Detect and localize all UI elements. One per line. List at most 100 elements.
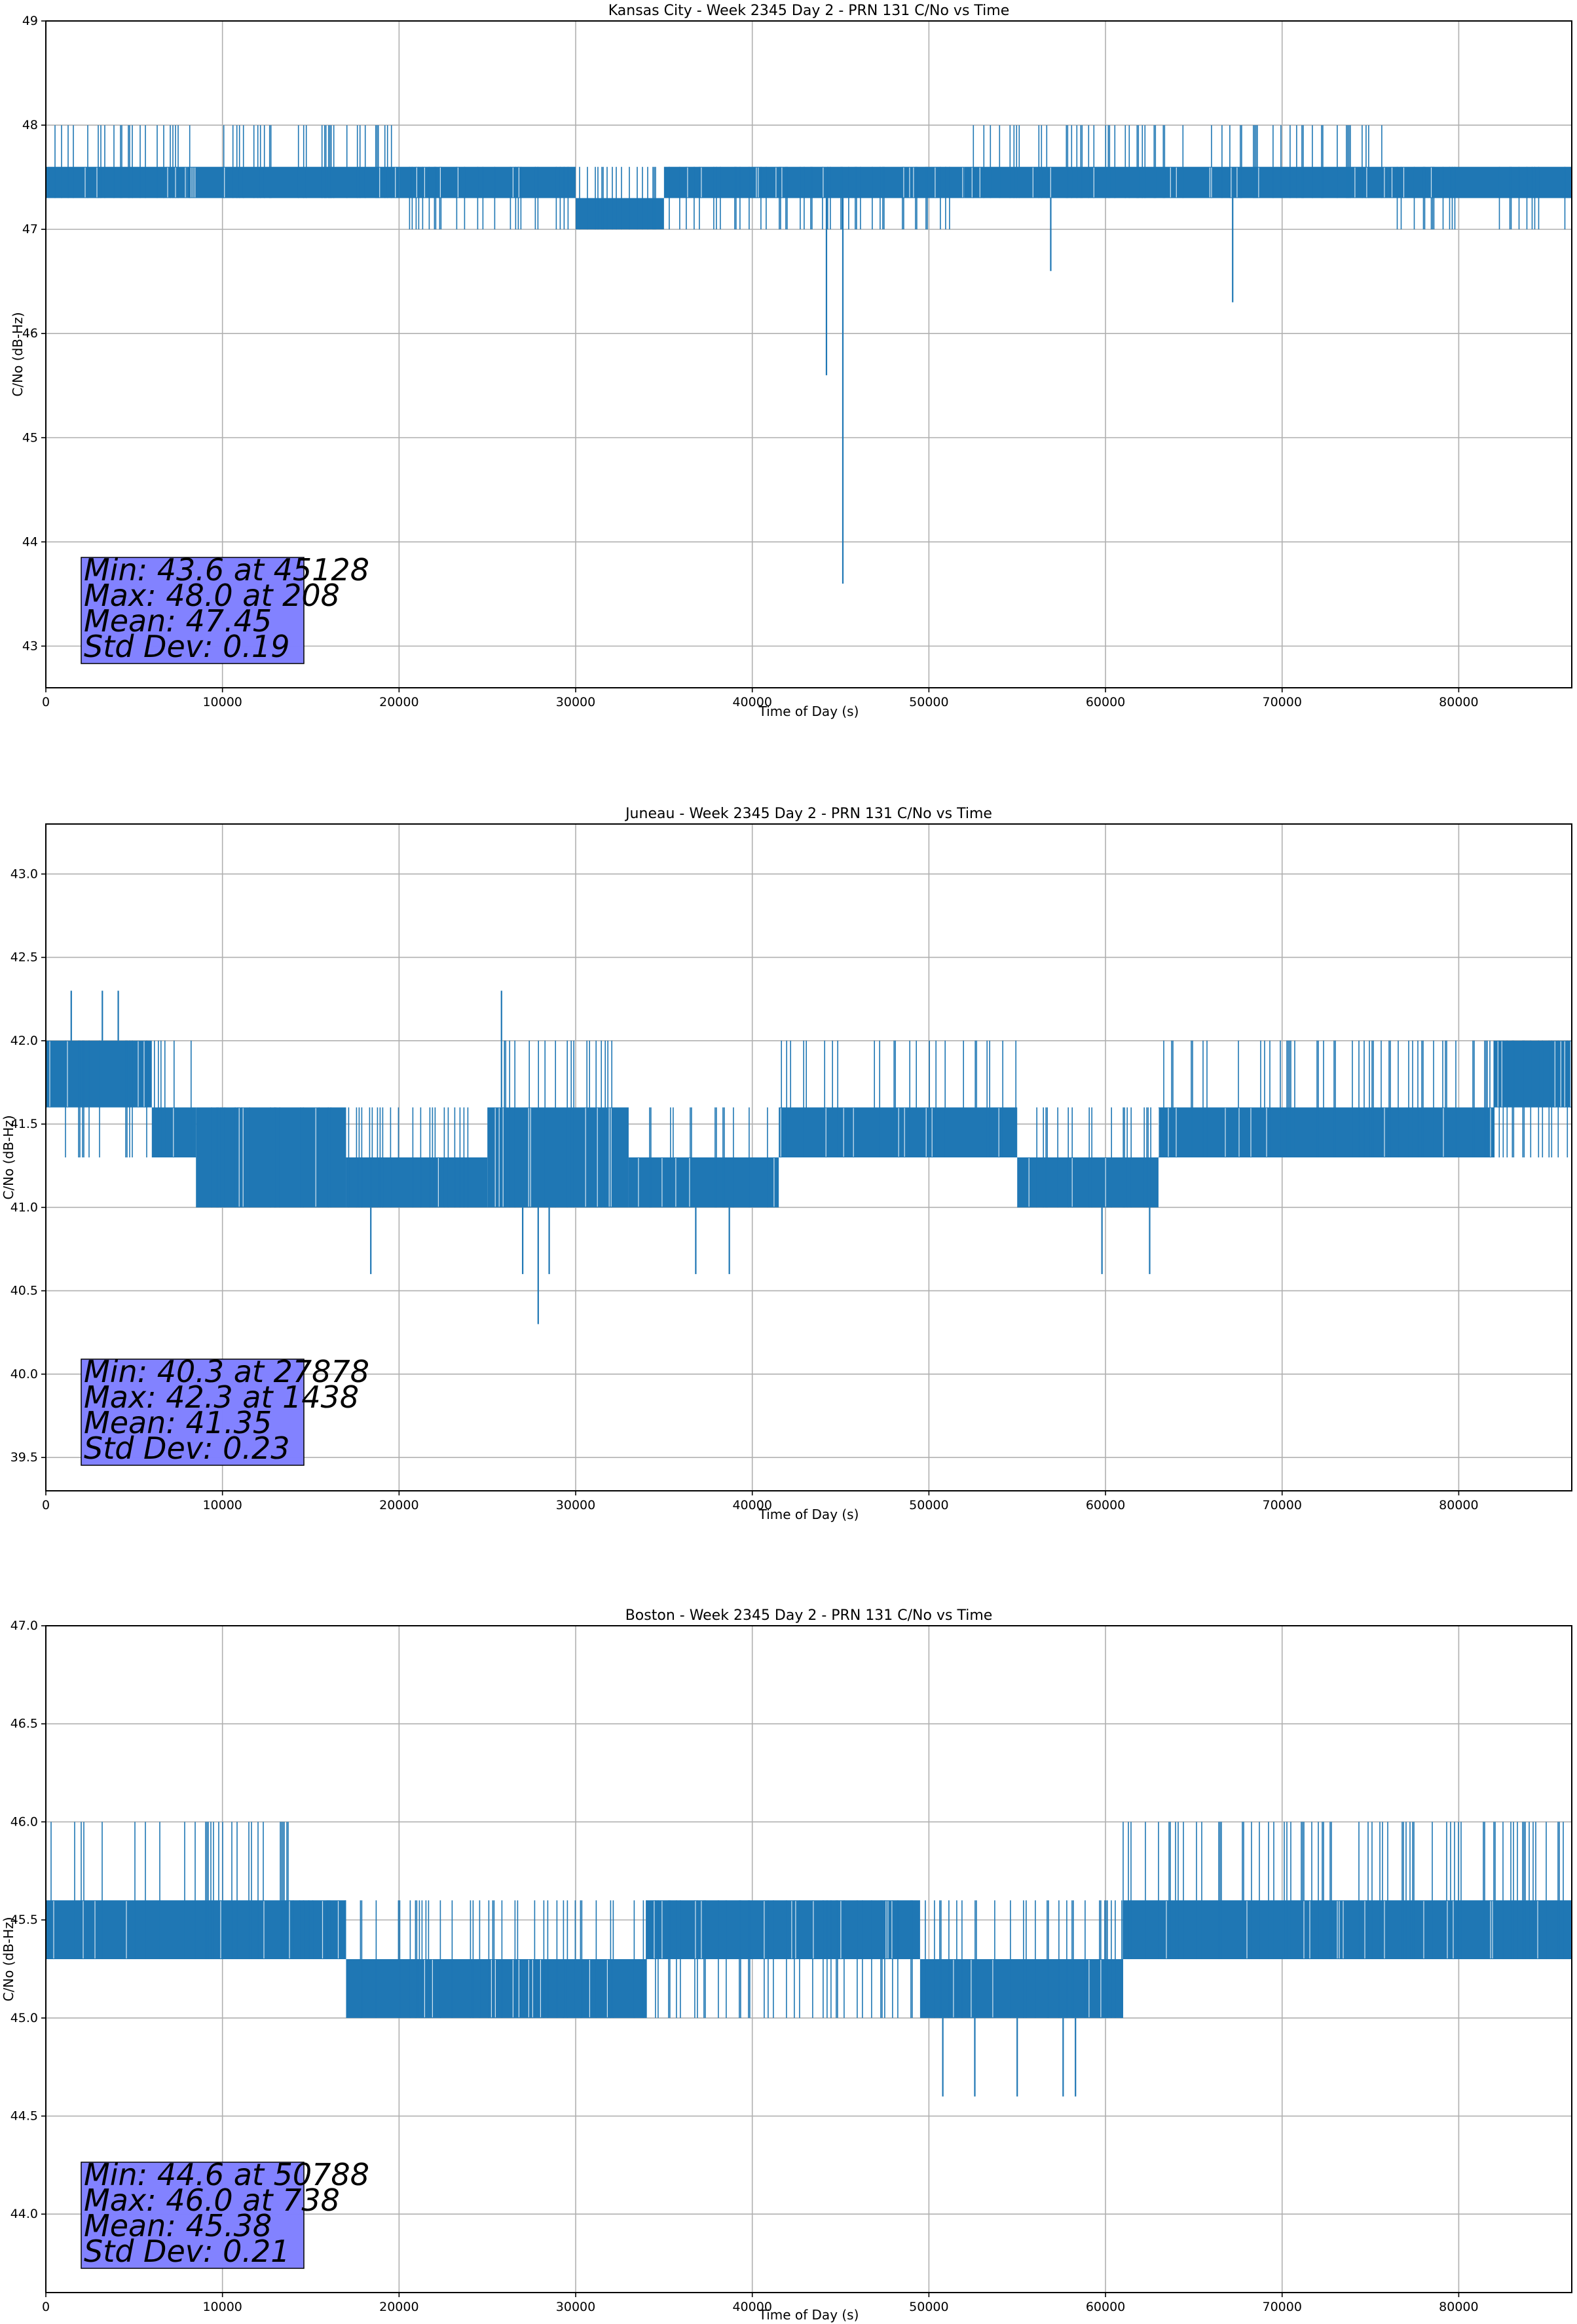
series-gaps [1497, 1041, 1571, 1107]
stats-max: Max: 48.0 at 208 [84, 578, 340, 613]
stats-box: Min: 44.6 at 50788 Max: 46.0 at 738 Mean… [81, 2157, 369, 2269]
y-tick-label: 40.0 [10, 1367, 38, 1381]
series-spikes [211, 1107, 331, 1208]
series-spikes [54, 125, 179, 198]
stats-std-dev: Std Dev: 0.23 [84, 1431, 290, 1466]
y-tick-label: 46.0 [10, 1814, 38, 1829]
stats-box-background [81, 1359, 305, 1466]
series-gaps [84, 167, 186, 198]
x-tick-label: 70000 [1263, 1498, 1302, 1512]
plot-title: Kansas City - Week 2345 Day 2 - PRN 131 … [608, 3, 1010, 19]
y-ticks: 39.5 40.0 40.5 41.0 41.5 42.0 42.5 43.0 [10, 867, 46, 1465]
stats-min: Min: 44.6 at 50788 [84, 2157, 369, 2192]
series-band [1017, 1157, 1159, 1208]
plot-frame [45, 823, 1572, 1491]
series-band [399, 166, 576, 198]
x-tick-label: 30000 [556, 1498, 595, 1512]
series-gaps [638, 1158, 775, 1207]
x-tick-label: 60000 [1086, 1498, 1125, 1512]
series-band [663, 166, 965, 198]
series-band [293, 1900, 346, 1959]
series-spikes [669, 166, 950, 230]
series-gaps [53, 1901, 290, 1959]
x-tick-label: 30000 [556, 695, 595, 709]
series-band [46, 1040, 152, 1108]
series-band [346, 1959, 646, 2018]
series-band [919, 1959, 1124, 2018]
data-series [46, 125, 1572, 584]
plot-title: Juneau - Week 2345 Day 2 - PRN 131 C/No … [624, 806, 992, 822]
y-tick-label: 48 [22, 118, 38, 132]
series-band [628, 1157, 779, 1208]
series-band [46, 166, 187, 198]
series-band [1388, 166, 1572, 198]
x-tick-label: 80000 [1439, 1498, 1478, 1512]
series-spikes [646, 1900, 913, 2018]
x-tick-label: 50000 [909, 1498, 948, 1512]
series-gaps [424, 1960, 608, 2017]
series-gaps [1028, 1158, 1106, 1207]
series-gaps [191, 167, 396, 198]
x-tick-label: 60000 [1086, 2300, 1125, 2314]
y-tick-label: 45 [22, 430, 38, 445]
y-tick-label: 42.5 [10, 950, 38, 965]
y-axis-label: C/No (dB-Hz) [1, 1917, 16, 2001]
series-spikes [649, 1107, 768, 1208]
stats-box: Min: 40.3 at 27878 Max: 42.3 at 1438 Mea… [81, 1354, 369, 1466]
subplot-boston: Boston - Week 2345 Day 2 - PRN 131 C/No … [1, 1607, 1572, 2323]
stats-box-background [81, 2162, 305, 2269]
x-tick-label: 10000 [202, 1498, 242, 1512]
stats-mean: Mean: 41.35 [84, 1405, 272, 1440]
plot-title: Boston - Week 2345 Day 2 - PRN 131 C/No … [625, 1607, 993, 1624]
y-tick-label: 43 [22, 639, 38, 653]
subplot-juneau: Juneau - Week 2345 Day 2 - PRN 131 C/No … [1, 806, 1572, 1522]
series-gaps [1391, 167, 1432, 198]
y-axis-label: C/No (dB-Hz) [1, 1115, 16, 1199]
y-tick-label: 44.5 [10, 2109, 38, 2124]
series-gaps [1158, 1108, 1491, 1157]
stats-std-dev: Std Dev: 0.21 [84, 2234, 290, 2269]
x-axis-label: Time of Day (s) [758, 703, 859, 719]
series-band [346, 1157, 488, 1208]
series-band [646, 1900, 920, 1959]
stats-min: Min: 40.3 at 27878 [84, 1354, 369, 1389]
stats-mean: Mean: 47.45 [84, 603, 272, 639]
series-gaps [416, 167, 519, 198]
x-axis-label: Time of Day (s) [758, 2307, 859, 2323]
x-tick-label: 40000 [732, 1498, 771, 1512]
series-spikes [1036, 1107, 1151, 1208]
plot-frame [45, 20, 1572, 688]
series-spikes [504, 1040, 612, 1208]
subplot-kansas-city: Kansas City - Week 2345 Day 2 - PRN 131 … [10, 3, 1572, 719]
stats-box: Min: 43.6 at 45128 Max: 48.0 at 208 Mean… [81, 552, 369, 664]
stats-std-dev: Std Dev: 0.19 [84, 629, 290, 664]
y-tick-label: 41.5 [10, 1117, 38, 1131]
y-tick-label: 46.5 [10, 1717, 38, 1731]
y-tick-label: 47 [22, 222, 38, 236]
y-ticks: 43 44 45 46 47 48 49 [22, 14, 46, 653]
series-gaps [780, 1108, 999, 1157]
x-tick-label: 80000 [1439, 695, 1478, 709]
series-spikes [925, 1900, 1122, 2018]
series-gaps [953, 1960, 1102, 2017]
x-ticks: 0 10000 20000 30000 40000 50000 60000 70000 8000… [42, 1491, 1479, 1512]
series-gaps [654, 1901, 893, 1959]
x-tick-label: 50000 [909, 695, 948, 709]
y-tick-label: 39.5 [10, 1450, 38, 1465]
y-tick-label: 47.0 [10, 1619, 38, 1633]
series-spikes [409, 166, 569, 230]
series-spikes [348, 1107, 469, 1208]
data-series [45, 990, 1572, 1324]
series-gaps [49, 1041, 145, 1107]
stats-max: Max: 42.3 at 1438 [84, 1379, 359, 1415]
x-tick-label: 20000 [379, 695, 418, 709]
x-tick-label: 80000 [1439, 2300, 1478, 2314]
x-tick-label: 30000 [556, 2300, 595, 2314]
series-spikes [579, 166, 656, 230]
y-axis-label: C/No (dB-Hz) [10, 312, 26, 396]
series-band [964, 166, 1212, 198]
series-band [1158, 1107, 1494, 1157]
x-axis-label: Time of Day (s) [758, 1507, 859, 1522]
series-spikes [781, 1040, 1016, 1157]
x-tick-label: 40000 [732, 2300, 771, 2314]
